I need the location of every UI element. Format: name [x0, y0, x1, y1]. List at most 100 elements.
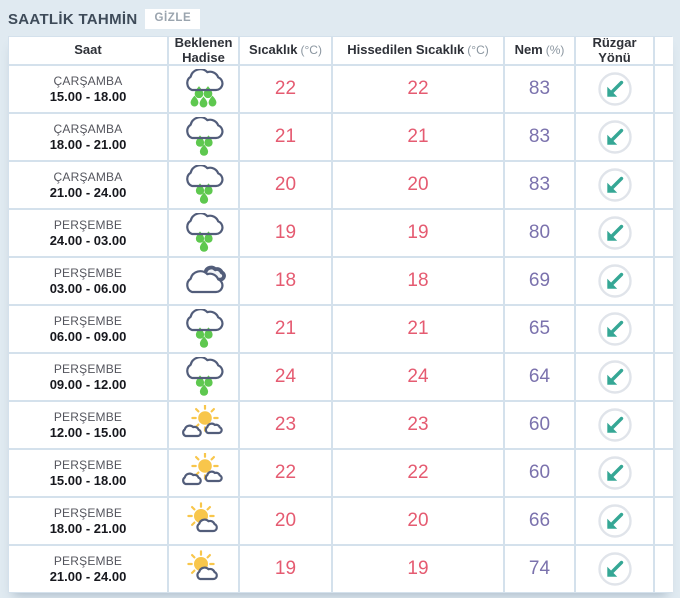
weather-icon-slot	[181, 165, 227, 205]
humidity-cell: 65	[505, 306, 574, 352]
day-label: PERŞEMBE	[53, 218, 123, 232]
feels-like-cell: 23	[333, 402, 503, 448]
panel-title: SAATLİK TAHMİN	[8, 10, 138, 28]
panel-titlebar: SAATLİK TAHMİN GİZLE	[8, 8, 672, 30]
time-range-label: 03.00 - 06.00	[49, 281, 127, 296]
humidity-cell: 66	[505, 498, 574, 544]
time-cell: ÇARŞAMBA 15.00 - 18.00	[9, 66, 167, 112]
feels-like-cell: 24	[333, 354, 503, 400]
weather-icon-cell	[169, 354, 238, 400]
spacer-cell	[655, 306, 673, 352]
wind-cell	[576, 498, 653, 544]
wind-direction-arrow-icon	[597, 264, 632, 298]
wind-direction-slot	[597, 551, 633, 587]
column-header-wind-direction: Rüzgar Yönü	[576, 36, 653, 64]
hourly-forecast-table: Saat Beklenen Hadise Sıcaklık (°C) Hissed…	[8, 36, 673, 593]
feels-like-cell: 19	[333, 210, 503, 256]
weather-icon-slot	[181, 69, 227, 109]
time-range-label: 18.00 - 21.00	[49, 137, 127, 152]
weather-icon-slot	[181, 405, 227, 445]
spacer-cell	[655, 546, 673, 592]
time-cell: PERŞEMBE 18.00 - 21.00	[9, 498, 167, 544]
wind-direction-arrow-icon	[597, 360, 632, 394]
temperature-cell: 21	[240, 114, 331, 160]
rain-icon	[185, 213, 224, 252]
wind-direction-slot	[597, 407, 633, 443]
day-label: PERŞEMBE	[53, 458, 123, 472]
time-range-label: 15.00 - 18.00	[49, 473, 127, 488]
column-header-expected-event: Beklenen Hadise	[169, 36, 238, 64]
wind-cell	[576, 114, 653, 160]
sun-with-cloud-icon	[186, 502, 218, 533]
time-cell: PERŞEMBE 03.00 - 06.00	[9, 258, 167, 304]
day-label: PERŞEMBE	[53, 314, 123, 328]
wind-direction-arrow-icon	[597, 120, 632, 154]
weather-icon-cell	[169, 402, 238, 448]
temperature-cell: 23	[240, 402, 331, 448]
weather-icon-slot	[181, 501, 227, 541]
spacer-cell	[655, 210, 673, 256]
wind-direction-slot	[597, 167, 633, 203]
rain-icon	[185, 165, 224, 204]
sun-with-cloud-icon	[186, 550, 218, 581]
temperature-cell: 22	[240, 450, 331, 496]
spacer-cell	[655, 258, 673, 304]
temperature-cell: 20	[240, 162, 331, 208]
temperature-cell: 24	[240, 354, 331, 400]
day-label: ÇARŞAMBA	[53, 170, 123, 184]
feels-like-cell: 21	[333, 114, 503, 160]
temperature-cell: 22	[240, 66, 331, 112]
wind-cell	[576, 546, 653, 592]
wind-cell	[576, 210, 653, 256]
wind-cell	[576, 162, 653, 208]
column-header-spacer	[655, 37, 673, 64]
weather-icon-slot	[181, 261, 227, 301]
spacer-cell	[655, 114, 673, 160]
wind-direction-slot	[597, 71, 633, 107]
wind-direction-slot	[597, 311, 633, 347]
weather-icon-slot	[181, 309, 227, 349]
feels-like-cell: 19	[333, 546, 503, 592]
weather-icon-cell	[169, 546, 238, 592]
humidity-cell: 83	[505, 66, 574, 112]
spacer-cell	[655, 354, 673, 400]
wind-direction-slot	[597, 455, 633, 491]
humidity-cell: 60	[505, 450, 574, 496]
temperature-cell: 21	[240, 306, 331, 352]
wind-direction-arrow-icon	[597, 168, 632, 202]
temperature-cell: 20	[240, 498, 331, 544]
weather-icon-slot	[181, 117, 227, 157]
temperature-cell: 19	[240, 210, 331, 256]
wind-direction-arrow-icon	[597, 72, 632, 106]
weather-icon-slot	[181, 213, 227, 253]
wind-direction-arrow-icon	[597, 408, 632, 442]
temperature-cell: 19	[240, 546, 331, 592]
hide-button[interactable]: GİZLE	[145, 9, 201, 29]
weather-icon-cell	[169, 66, 238, 112]
humidity-cell: 64	[505, 354, 574, 400]
time-cell: PERŞEMBE 21.00 - 24.00	[9, 546, 167, 592]
feels-like-cell: 22	[333, 66, 503, 112]
weather-icon-cell	[169, 114, 238, 160]
wind-cell	[576, 450, 653, 496]
time-cell: ÇARŞAMBA 21.00 - 24.00	[9, 162, 167, 208]
weather-icon-slot	[181, 549, 227, 589]
column-header-feels-like: Hissedilen Sıcaklık (°C)	[333, 37, 503, 64]
wind-direction-arrow-icon	[597, 552, 632, 586]
time-cell: ÇARŞAMBA 18.00 - 21.00	[9, 114, 167, 160]
time-range-label: 15.00 - 18.00	[49, 89, 127, 104]
heavy-rain-icon	[185, 69, 224, 108]
time-range-label: 18.00 - 21.00	[49, 521, 127, 536]
day-label: ÇARŞAMBA	[53, 122, 123, 136]
spacer-cell	[655, 498, 673, 544]
column-header-temperature: Sıcaklık (°C)	[240, 37, 331, 64]
weather-icon-slot	[181, 453, 227, 493]
wind-direction-arrow-icon	[597, 312, 632, 346]
time-range-label: 09.00 - 12.00	[49, 377, 127, 392]
feels-like-cell: 18	[333, 258, 503, 304]
weather-icon-cell	[169, 498, 238, 544]
wind-direction-slot	[597, 215, 633, 251]
humidity-cell: 60	[505, 402, 574, 448]
day-label: PERŞEMBE	[53, 266, 123, 280]
